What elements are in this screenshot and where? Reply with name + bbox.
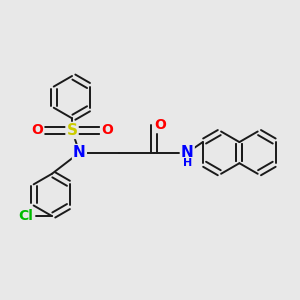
Text: O: O (154, 118, 166, 132)
Text: Cl: Cl (18, 209, 33, 223)
Text: N: N (181, 145, 194, 160)
Text: N: N (73, 145, 86, 160)
Text: S: S (67, 123, 77, 138)
Text: O: O (31, 123, 43, 137)
Text: O: O (101, 123, 113, 137)
Text: H: H (183, 158, 192, 168)
